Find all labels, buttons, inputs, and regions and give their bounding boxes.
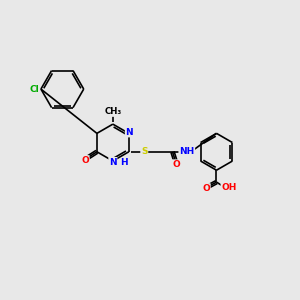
Text: S: S (141, 147, 148, 156)
Text: CH₃: CH₃ (104, 107, 122, 116)
Text: OH: OH (221, 183, 237, 192)
Text: O: O (172, 160, 180, 169)
Text: N: N (109, 158, 117, 167)
Text: O: O (202, 184, 210, 193)
Text: O: O (81, 156, 89, 165)
Text: NH: NH (179, 147, 194, 156)
Text: N: N (126, 128, 133, 137)
Text: H: H (120, 158, 127, 167)
Text: Cl: Cl (29, 85, 39, 94)
